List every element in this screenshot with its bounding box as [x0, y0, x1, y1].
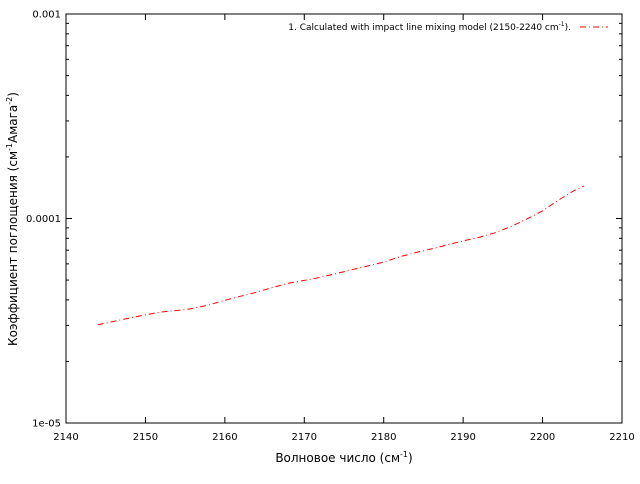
x-tick-label: 2160 [212, 432, 237, 443]
legend-label: 1. Calculated with impact line mixing mo… [288, 21, 571, 33]
series-layer [97, 185, 585, 326]
y-tick-label: 0.0001 [26, 214, 61, 225]
x-axis-label: Волновое число (см-1) [275, 450, 412, 465]
x-tick-label: 2200 [530, 432, 555, 443]
y-tick-label: 0.001 [32, 10, 61, 21]
legend: 1. Calculated with impact line mixing mo… [288, 21, 608, 33]
plot-frame [65, 13, 623, 424]
y-axis-label: Коэффициент поглощения (см-1Амага-2) [5, 92, 20, 346]
x-tick-label: 2190 [450, 432, 475, 443]
x-tick-label: 2170 [292, 432, 317, 443]
x-axis-ticks: 2140 2150 2160 2170 2180 2190 2200 2210 [53, 14, 635, 443]
x-tick-label: 2140 [53, 432, 78, 443]
y-axis-ticks: 1e-05 0.0001 0.001 [26, 10, 622, 430]
series-line [97, 185, 585, 326]
x-tick-label: 2180 [371, 432, 396, 443]
x-tick-label: 2150 [133, 432, 158, 443]
y-tick-label: 1e-05 [32, 419, 61, 430]
x-tick-label: 2210 [609, 432, 634, 443]
